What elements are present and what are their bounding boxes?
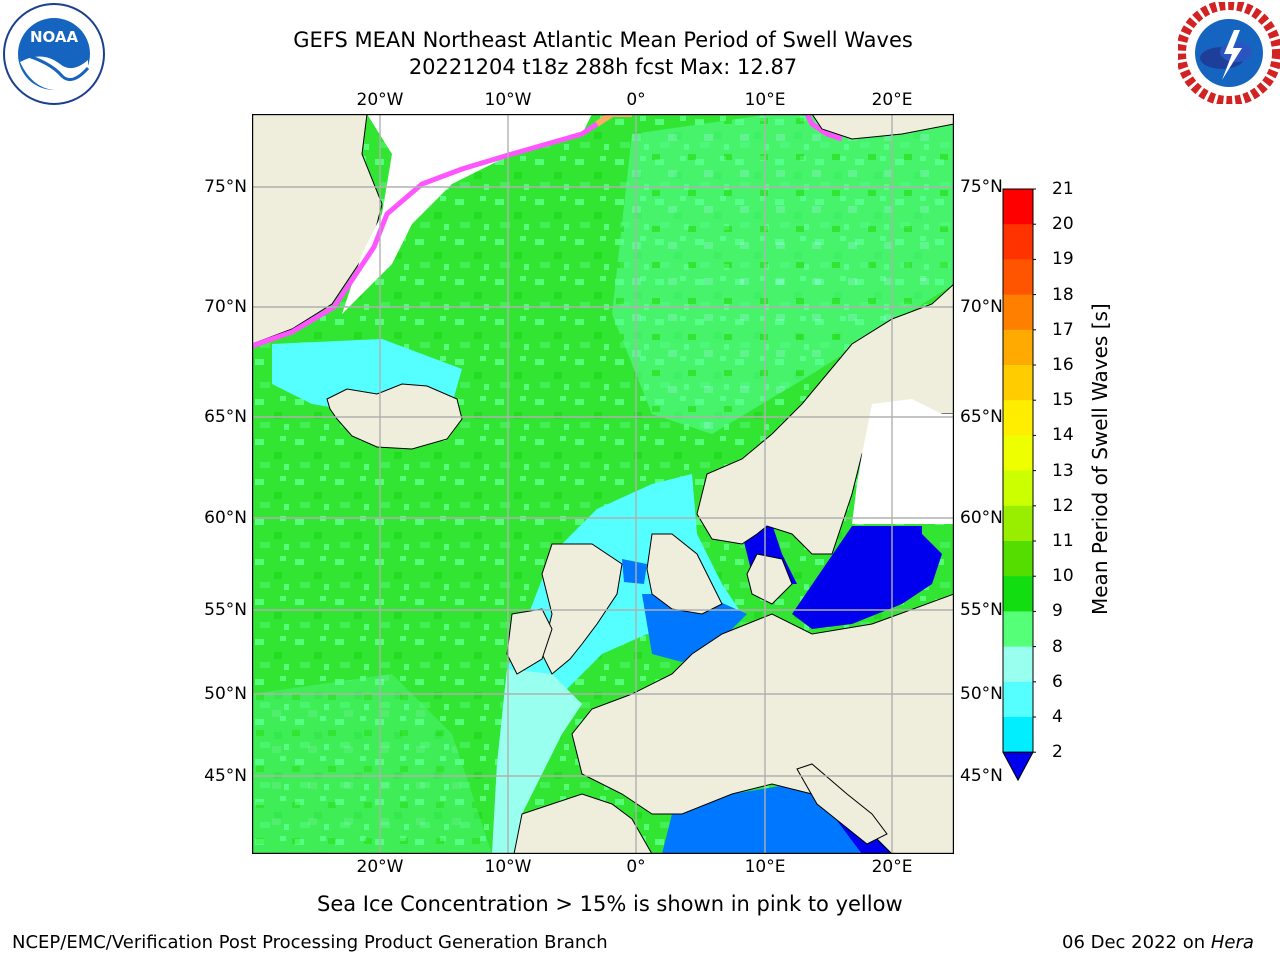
colorbar-tick-label: 20 bbox=[1052, 214, 1074, 235]
noaa-logo: NOAA bbox=[3, 3, 105, 105]
colorbar-band bbox=[1003, 576, 1033, 612]
colorbar-band bbox=[1003, 224, 1033, 260]
lon-label-top: 0° bbox=[626, 90, 646, 110]
lat-label-right: 45°N bbox=[960, 766, 1003, 786]
colorbar-tick-label: 21 bbox=[1052, 179, 1074, 199]
lat-label-left: 50°N bbox=[204, 684, 247, 704]
britain-west bbox=[541, 543, 623, 675]
colorbar-band bbox=[1003, 294, 1033, 331]
footer-host: Hera bbox=[1210, 932, 1254, 953]
lon-label-top: 20°E bbox=[871, 90, 913, 110]
lon-label-top: 20°W bbox=[356, 90, 404, 110]
lat-label-left: 65°N bbox=[204, 407, 247, 427]
lon-label-bottom: 10°W bbox=[484, 857, 532, 877]
svalbard bbox=[811, 114, 954, 140]
footer-date-text: 06 Dec 2022 on bbox=[1062, 932, 1211, 953]
baltic-swell bbox=[792, 526, 942, 629]
lat-label-right: 55°N bbox=[960, 600, 1003, 620]
colorbar-band bbox=[1003, 505, 1033, 542]
lat-label-left: 60°N bbox=[204, 508, 247, 528]
colorbar-tick-label: 14 bbox=[1052, 425, 1074, 446]
footer-credit: NCEP/EMC/Verification Post Processing Pr… bbox=[12, 932, 608, 953]
lat-label-right: 50°N bbox=[960, 684, 1003, 704]
colorbar-band bbox=[1003, 646, 1033, 683]
colorbar-tick-label: 13 bbox=[1052, 460, 1074, 481]
colorbar-tick-label: 8 bbox=[1052, 636, 1063, 657]
chart-subtitle: 20221204 t18z 288h fcst Max: 12.87 bbox=[408, 55, 798, 79]
nws-logo bbox=[1178, 2, 1280, 104]
lon-label-top: 10°W bbox=[484, 90, 532, 110]
scandinavia bbox=[696, 283, 954, 555]
chart-title: GEFS MEAN Northeast Atlantic Mean Period… bbox=[293, 28, 913, 52]
colorbar-band bbox=[1003, 541, 1033, 577]
colorbar-band bbox=[1003, 717, 1033, 753]
mediterranean-swell bbox=[662, 784, 892, 854]
lon-label-bottom: 10°E bbox=[744, 857, 786, 877]
continental-europe bbox=[571, 593, 954, 854]
italy bbox=[796, 763, 888, 845]
colorbar-tick-label: 4 bbox=[1052, 707, 1063, 727]
lat-label-right: 65°N bbox=[960, 407, 1003, 427]
ice-free-gap-north bbox=[342, 114, 592, 314]
gulf-of-bothnia bbox=[852, 399, 954, 524]
colorbar-tick-label: 10 bbox=[1052, 566, 1074, 587]
sea-ice-note: Sea Ice Concentration > 15% is shown in … bbox=[317, 892, 903, 916]
map-frame bbox=[252, 114, 954, 854]
colorbar-band bbox=[1003, 365, 1033, 401]
sea-ice-edge bbox=[252, 121, 599, 349]
ocean-patch-north bbox=[612, 114, 954, 434]
lon-label-top: 10°E bbox=[744, 90, 786, 110]
lat-label-right: 75°N bbox=[960, 177, 1003, 197]
colorbar-band bbox=[1003, 189, 1033, 225]
colorbar-band bbox=[1003, 681, 1033, 718]
denmark bbox=[746, 553, 793, 605]
english-channel-swell bbox=[642, 594, 747, 662]
colorbar-band bbox=[1003, 329, 1033, 366]
lat-label-left: 45°N bbox=[204, 766, 247, 786]
colorbar-band bbox=[1003, 400, 1033, 436]
lon-label-bottom: 0° bbox=[626, 857, 646, 877]
colorbar-tick-label: 17 bbox=[1052, 319, 1074, 340]
colorbar-band bbox=[1003, 259, 1033, 296]
swell-period-map bbox=[252, 114, 954, 854]
colorbar-tick-label: 16 bbox=[1052, 355, 1074, 375]
colorbar-tick-label: 19 bbox=[1052, 249, 1074, 270]
colorbar-extend-triangle bbox=[1002, 751, 1034, 782]
footer-date: 06 Dec 2022 on Hera bbox=[1062, 932, 1254, 954]
lon-label-bottom: 20°E bbox=[871, 857, 913, 877]
colorbar-tick-label: 6 bbox=[1052, 671, 1063, 692]
colorbar-tick-label: 18 bbox=[1052, 284, 1074, 305]
colorbar-title: Mean Period of Swell Waves [s] bbox=[1088, 303, 1112, 615]
colorbar bbox=[1002, 188, 1036, 782]
iberia bbox=[513, 793, 653, 854]
colorbar-band bbox=[1003, 611, 1033, 648]
colorbar-band bbox=[1003, 470, 1033, 507]
colorbar-tick-label: 11 bbox=[1052, 531, 1074, 551]
lat-label-right: 70°N bbox=[960, 297, 1003, 317]
colorbar-tick-label: 12 bbox=[1052, 495, 1074, 516]
lat-label-left: 75°N bbox=[204, 177, 247, 197]
map-gridlines bbox=[252, 114, 954, 854]
lat-label-left: 70°N bbox=[204, 297, 247, 317]
colorbar-band bbox=[1003, 435, 1033, 472]
noaa-logo-text: NOAA bbox=[30, 28, 79, 46]
lat-label-right: 60°N bbox=[960, 508, 1003, 528]
lat-label-left: 55°N bbox=[204, 600, 247, 620]
colorbar-tick-label: 9 bbox=[1052, 601, 1063, 622]
colorbar-tick-label: 15 bbox=[1052, 390, 1074, 411]
ireland bbox=[506, 608, 553, 675]
lon-label-bottom: 20°W bbox=[356, 857, 404, 877]
colorbar-tick-label: 2 bbox=[1052, 742, 1063, 763]
great-britain bbox=[646, 533, 723, 615]
